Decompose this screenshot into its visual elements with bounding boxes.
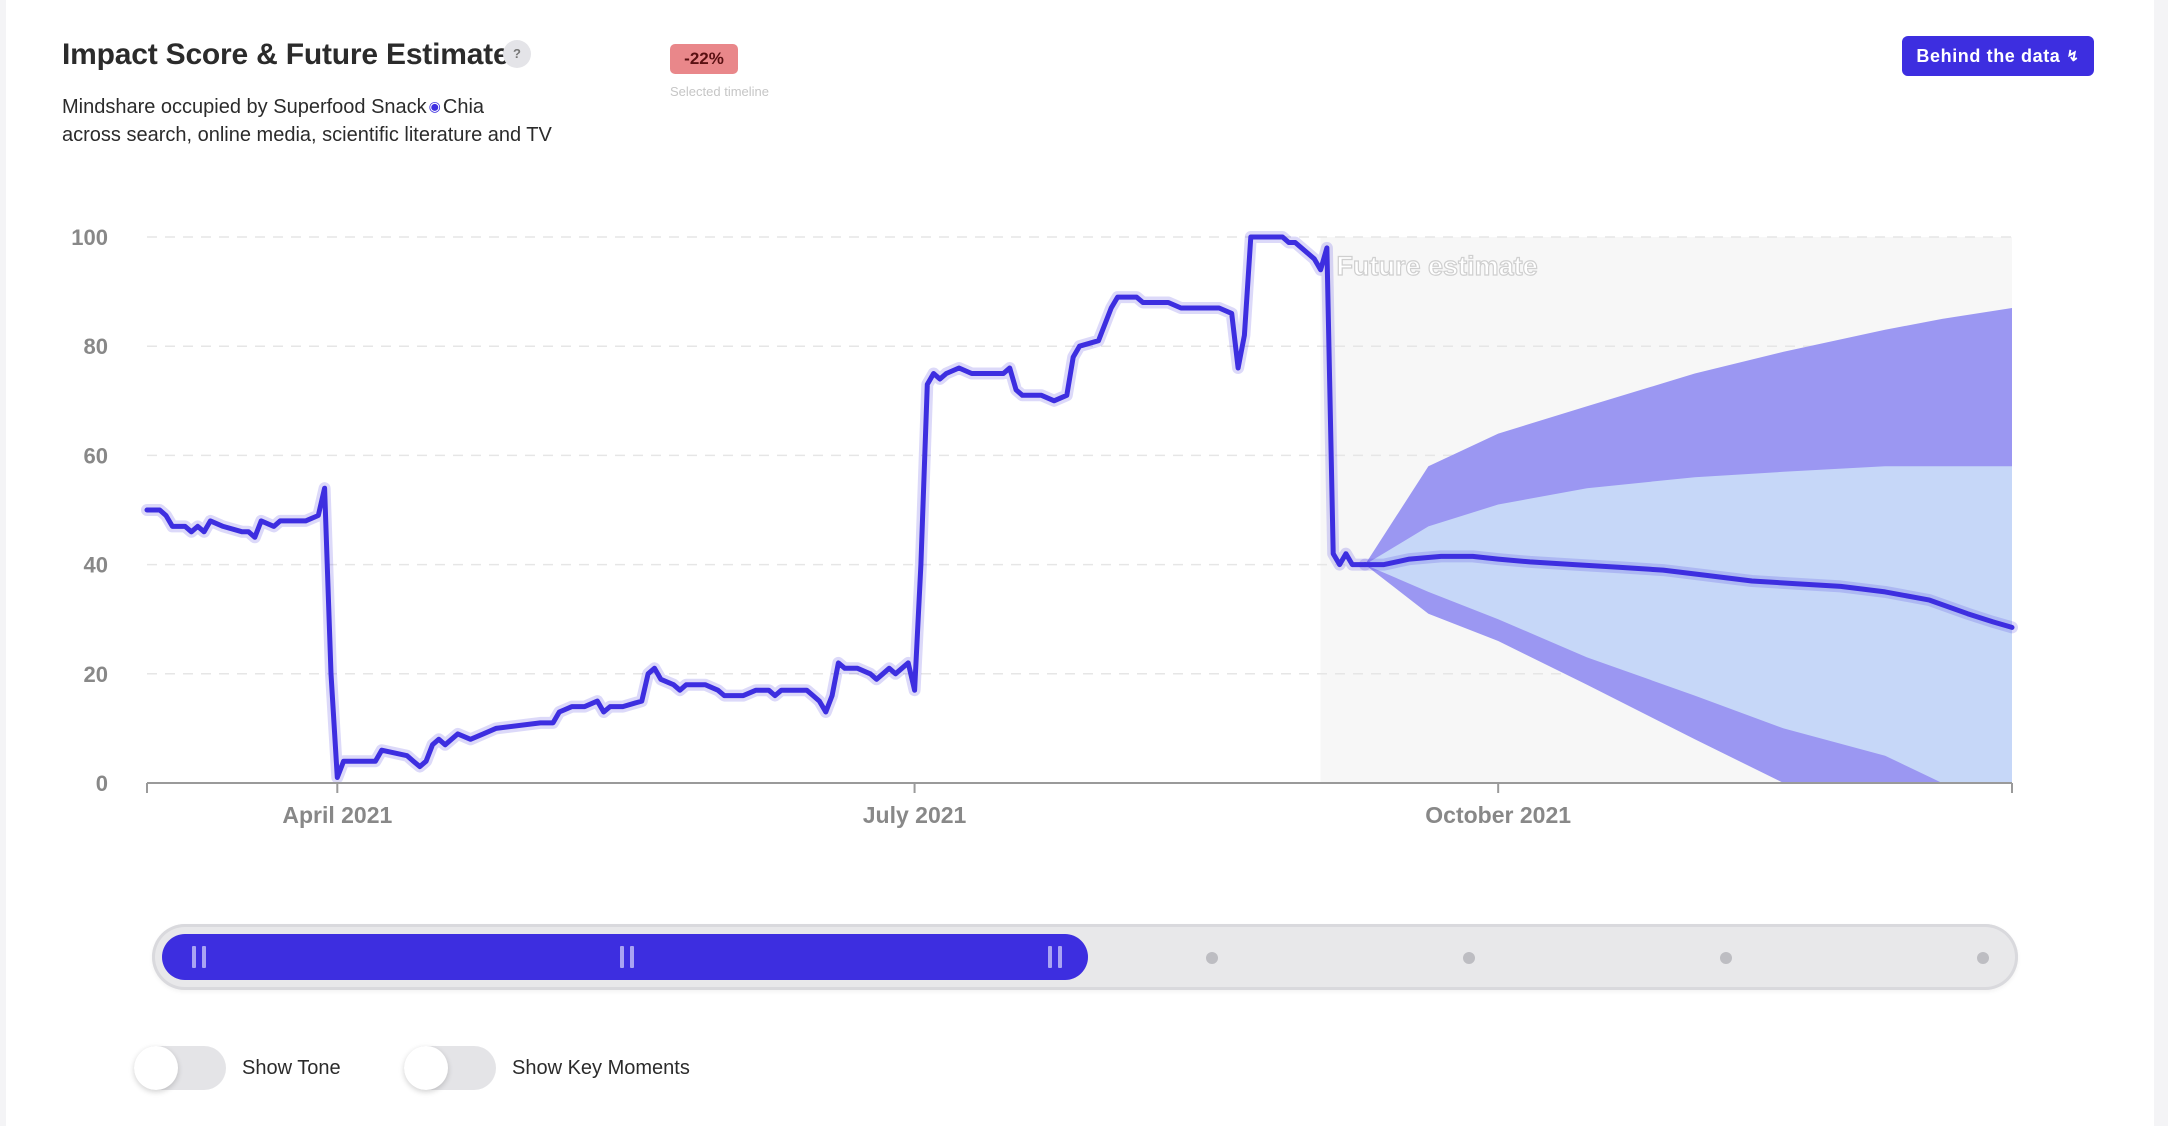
timeline-slider[interactable] [152,924,2018,990]
slider-selected-range[interactable] [162,934,1088,980]
slider-start-handle-grip-icon[interactable] [192,946,206,968]
y-tick-label: 60 [84,443,108,468]
page-title: Impact Score & Future Estimate [62,38,510,71]
historical-series-glow [141,231,1371,784]
slider-tick-dot-icon [1206,952,1218,964]
help-icon[interactable]: ? [503,40,531,68]
toggle-knob [134,1046,178,1090]
show-tone-toggle[interactable] [134,1046,226,1090]
forecast-series-line [1362,553,2015,630]
subtitle-prefix: Mindshare occupied by Superfood Snack [62,96,427,118]
y-tick-label: 80 [84,334,108,359]
x-tick-label: October 2021 [1425,802,1571,828]
change-caption: Selected timeline [670,84,769,99]
show-key-moments-row: Show Key Moments [404,1046,690,1090]
show-key-moments-label: Show Key Moments [512,1056,690,1079]
change-badge: -22% [670,44,738,74]
subtitle-topic: Chia [442,96,485,118]
y-tick-label: 100 [71,225,108,250]
eye-icon: ◉ [428,98,441,114]
chart-card: Impact Score & Future Estimate ? Mindsha… [6,0,2154,1126]
behind-the-data-label: Behind the data [1916,45,2061,66]
chart-subtitle: Mindshare occupied by Superfood Snack ◉ Ch… [62,92,682,149]
slider-end-handle-grip-icon[interactable] [1048,946,1062,968]
toggle-knob [404,1046,448,1090]
behind-the-data-button[interactable]: Behind the data ↯ [1902,36,2094,76]
slider-tick-dot-icon [1463,952,1475,964]
x-tick-label: April 2021 [282,802,392,828]
historical-series-line [144,234,1368,780]
slider-tick-dot-icon [1720,952,1732,964]
bolt-icon: ↯ [2066,48,2080,65]
confidence-band-inner [1365,466,2012,783]
y-tick-label: 0 [96,771,108,796]
subtitle-line2: across search, online media, scientific … [62,124,552,146]
y-tick-label: 40 [84,553,108,578]
y-tick-label: 20 [84,662,108,687]
x-tick-label: July 2021 [863,802,967,828]
impact-score-chart: 0 20 40 60 80 100 Future estimate April 2021 Jul… [71,225,2018,828]
slider-middle-handle-grip-icon[interactable] [620,946,634,968]
show-tone-label: Show Tone [242,1056,341,1079]
show-key-moments-toggle[interactable] [404,1046,496,1090]
future-estimate-label: Future estimate [1337,251,1538,281]
slider-tick-dot-icon [1977,952,1989,964]
show-tone-row: Show Tone [134,1046,341,1090]
